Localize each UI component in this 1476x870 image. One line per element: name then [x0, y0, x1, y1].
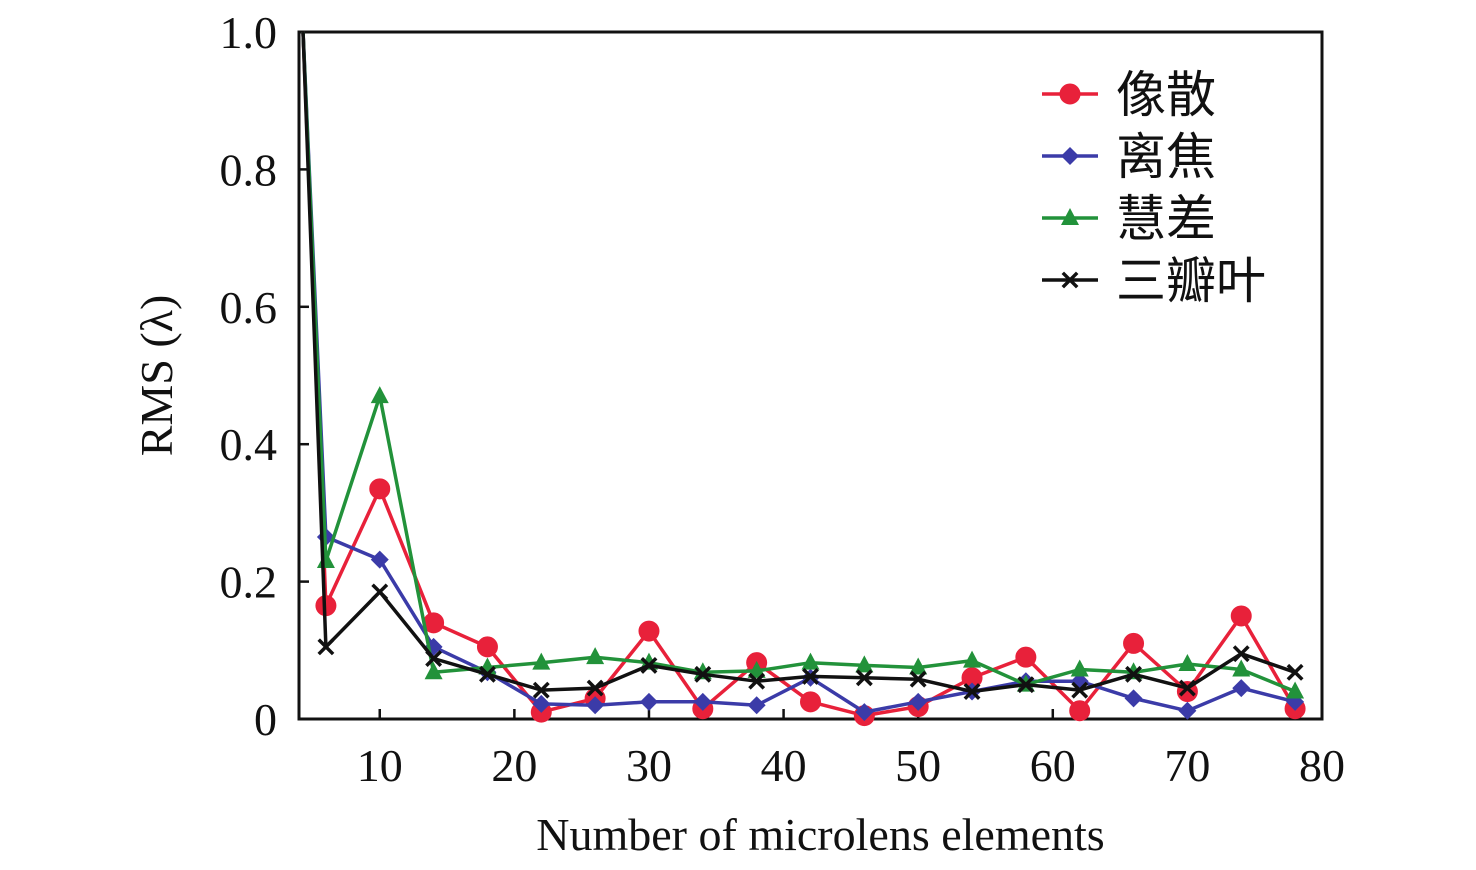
data-point: [1123, 632, 1145, 654]
legend-label: 离焦: [1116, 128, 1216, 186]
legend-label: 三瓣叶: [1116, 252, 1266, 310]
data-point: [369, 478, 391, 500]
data-point: [802, 667, 819, 685]
data-point: [586, 679, 604, 697]
data-point: [586, 647, 605, 665]
data-point: [1232, 679, 1251, 698]
data-point: [963, 650, 982, 668]
data-point: [1017, 676, 1035, 694]
data-point: [370, 550, 389, 569]
plot-frame: [297, 30, 1324, 721]
legend-item: 像散: [1042, 66, 1216, 124]
data-point: [1059, 83, 1081, 105]
data-point: [640, 656, 658, 674]
y-tick-label: 0: [254, 694, 277, 745]
data-point: [747, 696, 766, 715]
data-point: [371, 583, 389, 601]
data-point: [586, 696, 605, 715]
data-point: [1061, 147, 1079, 165]
data-point: [1230, 605, 1252, 627]
data-point: [424, 662, 443, 680]
x-tick-label: 70: [1164, 740, 1210, 791]
data-point: [1232, 645, 1250, 663]
data-point: [1178, 654, 1197, 672]
data-point: [855, 655, 874, 673]
series-layer: [301, 31, 1306, 727]
data-point: [748, 672, 766, 690]
x-tick-label: 20: [491, 740, 537, 791]
data-point: [317, 638, 335, 656]
data-point: [800, 691, 821, 713]
data-point: [909, 657, 928, 675]
data-point: [1178, 679, 1196, 697]
data-point: [1286, 681, 1305, 699]
data-point: [532, 694, 551, 713]
series-line: [301, 31, 1296, 694]
data-point: [476, 636, 498, 658]
y-axis-title: RMS (λ): [131, 295, 182, 457]
data-point: [855, 703, 874, 722]
x-tick-label: 10: [357, 740, 403, 791]
series-line: [301, 31, 1296, 714]
data-point: [639, 692, 658, 711]
data-point: [638, 620, 660, 642]
x-tick-label: 40: [761, 740, 807, 791]
data-point: [1069, 700, 1091, 722]
data-point: [425, 650, 443, 667]
data-point: [370, 386, 389, 404]
data-point: [693, 692, 712, 711]
x-axis: 10 20 30 40 50 60 70 80: [357, 709, 1345, 791]
data-point: [855, 669, 873, 687]
data-point: [1178, 701, 1197, 720]
data-point: [1286, 663, 1304, 681]
data-point: [1061, 271, 1079, 289]
x-tick-label: 80: [1299, 740, 1345, 791]
data-point: [1015, 646, 1037, 668]
legend-label: 像散: [1116, 66, 1216, 124]
data-point: [1070, 659, 1089, 677]
data-point: [963, 683, 981, 700]
legend-item: 慧差: [1042, 190, 1216, 248]
series-3: [301, 31, 1304, 700]
x-tick-label: 50: [895, 740, 941, 791]
data-point: [532, 681, 550, 699]
legend-label: 慧差: [1116, 190, 1216, 248]
data-point: [909, 670, 927, 688]
data-point: [801, 652, 820, 670]
data-point: [1071, 681, 1089, 699]
data-point: [316, 550, 335, 568]
y-axis: 0 0.2 0.4 0.6 0.8 1.0: [220, 7, 309, 745]
data-point: [1124, 689, 1143, 708]
y-tick-label: 0.6: [220, 282, 278, 333]
series-line: [301, 31, 1296, 694]
data-point: [694, 665, 712, 683]
y-tick-label: 0.4: [220, 419, 278, 470]
data-point: [1232, 659, 1251, 677]
data-point: [479, 665, 496, 683]
y-tick-label: 0.8: [220, 144, 278, 195]
x-tick-label: 60: [1030, 740, 1076, 791]
y-tick-label: 0.2: [220, 557, 278, 608]
y-tick-label: 1.0: [220, 7, 278, 58]
x-tick-label: 30: [626, 740, 672, 791]
data-point: [1125, 665, 1142, 683]
legend-item: 三瓣叶: [1042, 252, 1266, 310]
data-point: [747, 660, 766, 678]
legend-item: 离焦: [1042, 128, 1216, 186]
data-point: [532, 652, 551, 670]
data-point: [1061, 208, 1079, 225]
x-axis-title: Number of microlens elements: [536, 809, 1104, 860]
data-point: [909, 692, 928, 711]
